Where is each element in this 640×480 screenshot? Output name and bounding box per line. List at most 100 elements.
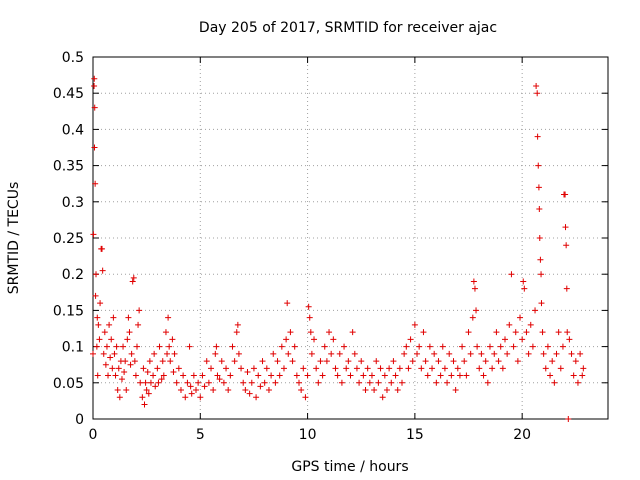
data-point <box>396 365 403 372</box>
x-tick-label: 5 <box>196 427 205 443</box>
x-axis-label: GPS time / hours <box>291 459 408 475</box>
data-point <box>122 358 129 365</box>
data-point <box>216 376 223 383</box>
data-point <box>289 358 296 365</box>
y-tick-label: 0.35 <box>53 159 84 175</box>
data-point <box>110 314 117 321</box>
data-point <box>343 365 350 372</box>
data-point <box>568 350 575 357</box>
data-point <box>130 274 137 281</box>
data-point <box>197 394 204 401</box>
data-point <box>334 372 341 379</box>
data-point <box>132 372 139 379</box>
data-point <box>362 387 369 394</box>
data-point <box>349 329 356 336</box>
data-point <box>394 387 401 394</box>
data-point <box>341 343 348 350</box>
data-point <box>323 358 330 365</box>
data-point <box>156 343 163 350</box>
data-point <box>113 343 120 350</box>
data-point <box>345 358 352 365</box>
data-point <box>383 387 390 394</box>
data-point <box>190 372 197 379</box>
data-point <box>399 379 405 386</box>
data-point <box>521 285 528 292</box>
grid <box>93 57 608 419</box>
data-point <box>177 387 184 394</box>
data-point <box>375 379 382 386</box>
data-point <box>296 379 302 386</box>
data-point <box>450 358 457 365</box>
data-point <box>480 372 487 379</box>
data-point <box>572 358 579 365</box>
data-point <box>109 365 116 372</box>
data-point <box>169 336 176 343</box>
data-point <box>102 361 109 368</box>
data-point <box>379 394 386 401</box>
data-point <box>474 343 481 350</box>
data-point <box>92 292 99 299</box>
data-point <box>121 368 128 375</box>
data-point <box>93 343 100 350</box>
data-point <box>164 350 171 357</box>
data-point <box>437 372 444 379</box>
data-point <box>328 350 335 357</box>
y-tick-label: 0.3 <box>62 195 84 211</box>
data-point <box>234 321 241 328</box>
data-point <box>366 379 373 386</box>
data-point <box>416 343 423 350</box>
data-point <box>482 358 489 365</box>
data-point <box>478 350 485 357</box>
data-point <box>326 329 333 336</box>
data-point <box>175 365 182 372</box>
data-point <box>106 321 113 328</box>
data-point <box>405 365 412 372</box>
data-point <box>536 206 543 213</box>
data-point <box>517 314 524 321</box>
data-point <box>212 350 219 357</box>
data-point <box>99 245 106 252</box>
data-point <box>208 365 215 372</box>
data-point <box>302 394 309 401</box>
data-point <box>401 350 408 357</box>
data-point <box>347 372 354 379</box>
data-point <box>535 184 542 191</box>
data-point <box>238 365 245 372</box>
data-point <box>420 329 427 336</box>
data-point <box>534 90 541 97</box>
data-point <box>409 358 416 365</box>
data-point <box>139 394 146 401</box>
data-point <box>91 82 98 89</box>
data-point <box>452 387 459 394</box>
data-point <box>100 350 107 357</box>
data-point <box>293 372 300 379</box>
x-tick-label: 15 <box>406 427 424 443</box>
data-point <box>537 256 544 263</box>
data-point <box>235 350 242 357</box>
data-point <box>280 365 287 372</box>
y-tick-label: 0.1 <box>62 340 84 356</box>
data-point <box>448 372 455 379</box>
data-point <box>253 394 260 401</box>
data-point <box>120 343 127 350</box>
data-point <box>446 350 453 357</box>
y-tick-label: 0.15 <box>53 303 84 319</box>
data-point <box>512 329 519 336</box>
data-point <box>146 358 153 365</box>
data-point <box>233 329 240 336</box>
data-point <box>167 358 174 365</box>
data-point <box>97 300 104 307</box>
data-point <box>565 416 572 422</box>
data-point <box>248 379 255 386</box>
data-point <box>577 350 584 357</box>
data-point <box>90 350 96 357</box>
x-tick-label: 0 <box>89 427 98 443</box>
data-point <box>533 82 540 89</box>
data-point <box>441 365 448 372</box>
data-point <box>435 358 442 365</box>
data-point <box>135 321 142 328</box>
data-point <box>570 372 577 379</box>
data-point <box>519 336 526 343</box>
data-point <box>114 387 121 394</box>
data-point <box>246 390 253 397</box>
